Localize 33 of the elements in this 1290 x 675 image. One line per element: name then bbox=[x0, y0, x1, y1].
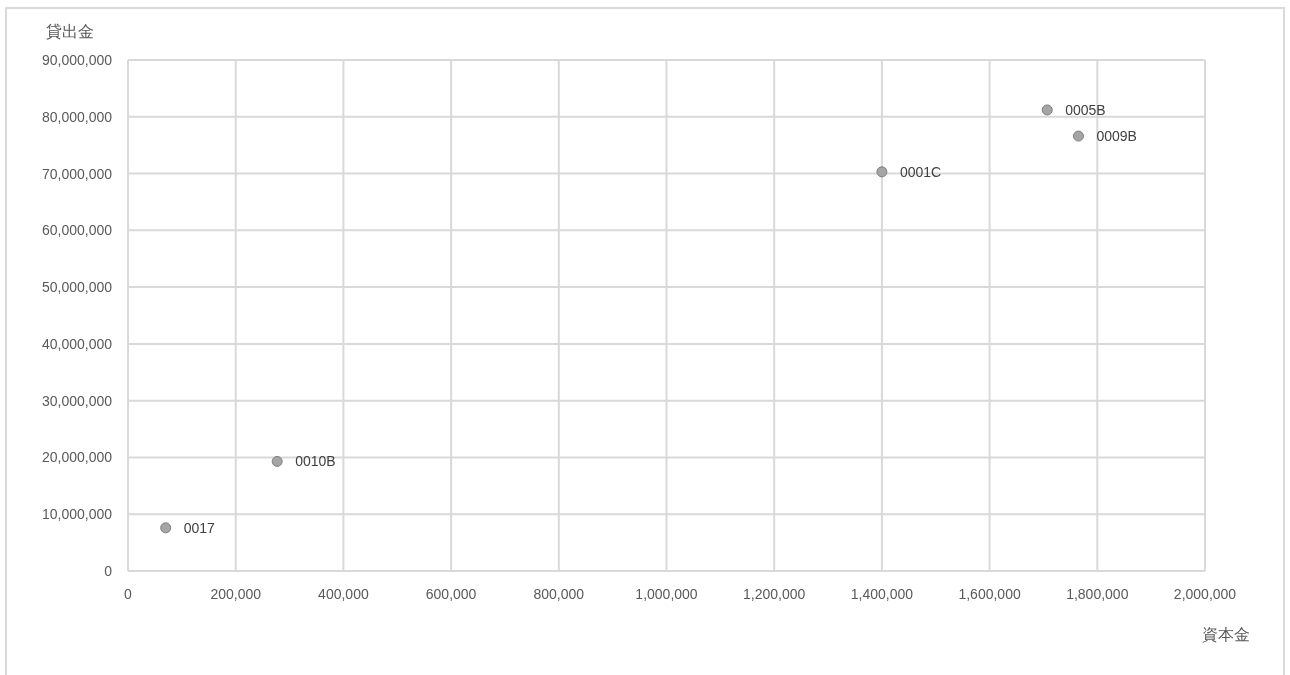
x-tick-label: 600,000 bbox=[425, 585, 477, 602]
y-tick-label: 0 bbox=[104, 562, 113, 579]
annotation: 0005B bbox=[1065, 101, 1106, 118]
x-tick-label: 1,400,000 bbox=[850, 585, 914, 602]
x-tick-label: 2,000,000 bbox=[1173, 585, 1237, 602]
y-tick-label: 40,000,000 bbox=[41, 335, 113, 352]
x-tick-label: 200,000 bbox=[210, 585, 262, 602]
x-axis-title: 資本金 bbox=[1202, 625, 1250, 645]
y-tick-label: 30,000,000 bbox=[41, 392, 113, 409]
annotation: 0017 bbox=[183, 519, 216, 536]
point bbox=[1041, 104, 1053, 116]
y-tick-label: 10,000,000 bbox=[41, 506, 113, 523]
y-tick-label: 90,000,000 bbox=[41, 51, 113, 68]
y-tick-label: 60,000,000 bbox=[41, 222, 113, 239]
y-tick-label: 80,000,000 bbox=[41, 108, 113, 125]
x-tick-label: 1,800,000 bbox=[1066, 585, 1129, 602]
x-tick-label: 1,600,000 bbox=[958, 585, 1021, 602]
x-tick-label: 1,200,000 bbox=[743, 585, 806, 602]
y-tick-label: 50,000,000 bbox=[41, 279, 113, 296]
x-tick-label: 1,000,000 bbox=[635, 585, 698, 602]
y-axis-title: 貸出金 bbox=[46, 22, 94, 42]
x-tick-label: 400,000 bbox=[318, 585, 369, 602]
annotation: 0009B bbox=[1096, 128, 1137, 145]
x-tick-label: 800,000 bbox=[533, 585, 585, 602]
point bbox=[271, 455, 283, 467]
annotation: 0001C bbox=[899, 163, 942, 180]
y-tick-label: 20,000,000 bbox=[41, 449, 113, 466]
point bbox=[876, 166, 888, 178]
point bbox=[160, 522, 172, 534]
x-tick-label: 0 bbox=[124, 585, 133, 602]
point bbox=[1072, 130, 1084, 142]
y-tick-label: 70,000,000 bbox=[41, 165, 113, 182]
annotation: 0010B bbox=[295, 453, 336, 470]
